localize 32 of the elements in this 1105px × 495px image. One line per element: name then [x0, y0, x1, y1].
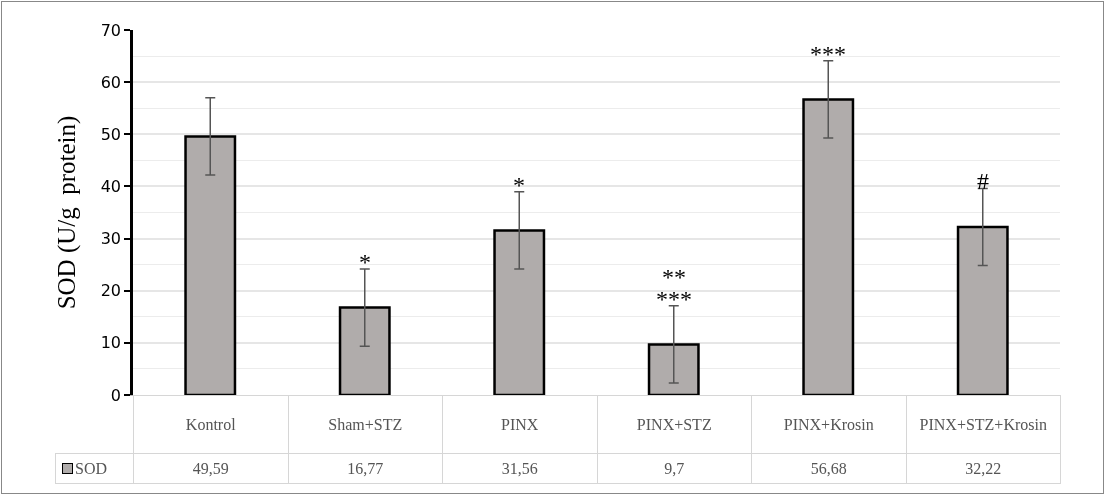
annotation: # [977, 168, 989, 194]
data-label: 56,68 [751, 453, 906, 484]
x-tick-label: PINX+Krosin [751, 395, 906, 454]
y-tick-label: 50 [100, 124, 122, 144]
bar [184, 135, 237, 395]
bar [338, 306, 391, 395]
annotation: *** [810, 41, 846, 67]
y-tick-label: 0 [110, 385, 122, 405]
bar [802, 98, 855, 395]
x-tick-label: PINX [442, 395, 597, 454]
x-tick-label: Sham+STZ [288, 395, 443, 454]
y-tick-label: 60 [100, 72, 122, 92]
y-tick-label: 20 [100, 281, 122, 301]
x-tick-label: PINX+STZ+Krosin [906, 395, 1061, 454]
bar [647, 343, 700, 395]
bar [956, 225, 1009, 395]
data-label: 9,7 [597, 453, 752, 484]
data-label: 49,59 [133, 453, 288, 484]
y-tick-label: 70 [100, 20, 122, 40]
legend-label: SOD [55, 453, 134, 484]
x-tick-label: Kontrol [133, 395, 288, 454]
y-tick-label: 40 [100, 177, 122, 197]
annotation: * [359, 249, 371, 275]
y-axis-title: SOD (U/g protein) [53, 115, 82, 310]
data-label: 31,56 [442, 453, 597, 484]
y-tick-label: 10 [100, 333, 122, 353]
data-label: 32,22 [906, 453, 1061, 484]
data-label: 16,77 [288, 453, 443, 484]
x-tick-label: PINX+STZ [597, 395, 752, 454]
annotation: * [513, 172, 525, 198]
bar [493, 229, 546, 395]
y-tick-label: 30 [100, 229, 122, 249]
